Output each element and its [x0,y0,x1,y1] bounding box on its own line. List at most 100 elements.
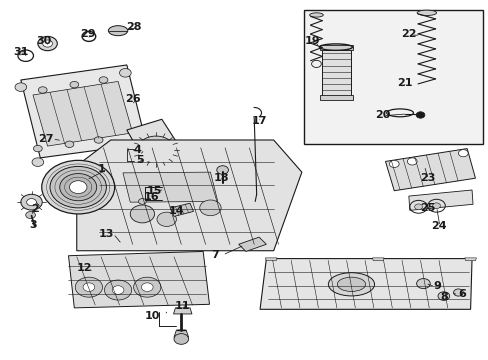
Text: 26: 26 [124,94,140,104]
Polygon shape [385,149,474,191]
Text: 18: 18 [213,173,228,183]
Circle shape [15,83,27,91]
Polygon shape [464,258,475,261]
Circle shape [119,68,131,77]
Circle shape [69,181,87,194]
Circle shape [21,194,42,210]
Text: 29: 29 [80,28,96,39]
Circle shape [146,143,165,157]
Circle shape [33,145,42,152]
Bar [320,95,353,100]
Polygon shape [18,51,26,55]
Circle shape [133,277,161,297]
Polygon shape [170,203,193,216]
Text: 8: 8 [439,292,447,302]
Polygon shape [21,65,146,158]
Text: 21: 21 [396,78,412,88]
Circle shape [432,203,440,208]
Circle shape [65,141,74,148]
Circle shape [26,211,35,219]
Text: 14: 14 [168,206,184,216]
Text: 9: 9 [433,282,441,292]
Circle shape [216,166,228,174]
Circle shape [32,158,43,166]
Circle shape [38,36,57,51]
Ellipse shape [328,273,374,296]
Text: 28: 28 [125,22,141,32]
Circle shape [415,112,424,118]
Circle shape [42,40,52,47]
Polygon shape [265,258,277,261]
Ellipse shape [309,13,323,17]
Polygon shape [174,330,188,337]
Text: 3: 3 [29,220,37,230]
Text: 17: 17 [251,116,266,126]
Text: 30: 30 [37,36,52,46]
Circle shape [141,283,153,292]
Circle shape [174,334,188,344]
Ellipse shape [108,26,127,36]
Text: 2: 2 [32,203,39,213]
Circle shape [141,157,153,167]
Circle shape [60,174,97,201]
Bar [320,45,353,50]
Text: 4: 4 [133,145,141,155]
Text: 19: 19 [304,36,320,46]
Text: 25: 25 [420,203,435,213]
Circle shape [27,199,36,206]
Circle shape [38,87,47,93]
Circle shape [112,286,123,294]
Circle shape [407,158,416,165]
Text: 7: 7 [211,250,219,260]
Circle shape [99,77,108,83]
Polygon shape [173,308,192,314]
Circle shape [104,280,131,300]
Ellipse shape [337,277,365,292]
Ellipse shape [416,10,436,15]
Circle shape [458,150,467,157]
Circle shape [83,283,95,292]
Circle shape [137,136,174,163]
Circle shape [70,81,79,88]
Text: 12: 12 [76,262,92,273]
Text: 15: 15 [146,186,162,196]
Circle shape [437,292,449,300]
Polygon shape [33,81,132,146]
Bar [322,50,351,96]
Text: 24: 24 [430,221,446,231]
Text: 5: 5 [136,156,143,165]
Text: 6: 6 [457,289,466,299]
Circle shape [138,199,146,204]
Text: 16: 16 [143,192,159,202]
Circle shape [130,205,154,223]
Polygon shape [122,172,217,202]
Text: 11: 11 [174,301,190,311]
Circle shape [157,212,176,226]
Polygon shape [68,251,209,308]
Circle shape [50,166,106,208]
Polygon shape [408,190,472,210]
Circle shape [414,204,422,210]
Polygon shape [77,140,301,251]
Circle shape [453,289,462,296]
Circle shape [388,160,398,167]
Circle shape [139,144,150,152]
Circle shape [41,160,115,214]
Polygon shape [260,258,471,309]
Bar [303,10,482,144]
Circle shape [94,137,103,143]
Polygon shape [372,258,383,261]
Text: 10: 10 [144,311,160,321]
Text: 20: 20 [375,110,390,120]
Circle shape [416,279,429,289]
Text: 22: 22 [400,29,416,39]
Text: 27: 27 [38,134,54,144]
Circle shape [75,277,102,297]
Circle shape [200,200,221,216]
Polygon shape [126,119,183,166]
Text: 23: 23 [420,173,435,183]
Text: 1: 1 [97,164,105,174]
Text: 31: 31 [13,47,28,57]
Text: 13: 13 [98,229,113,239]
Polygon shape [238,237,266,251]
